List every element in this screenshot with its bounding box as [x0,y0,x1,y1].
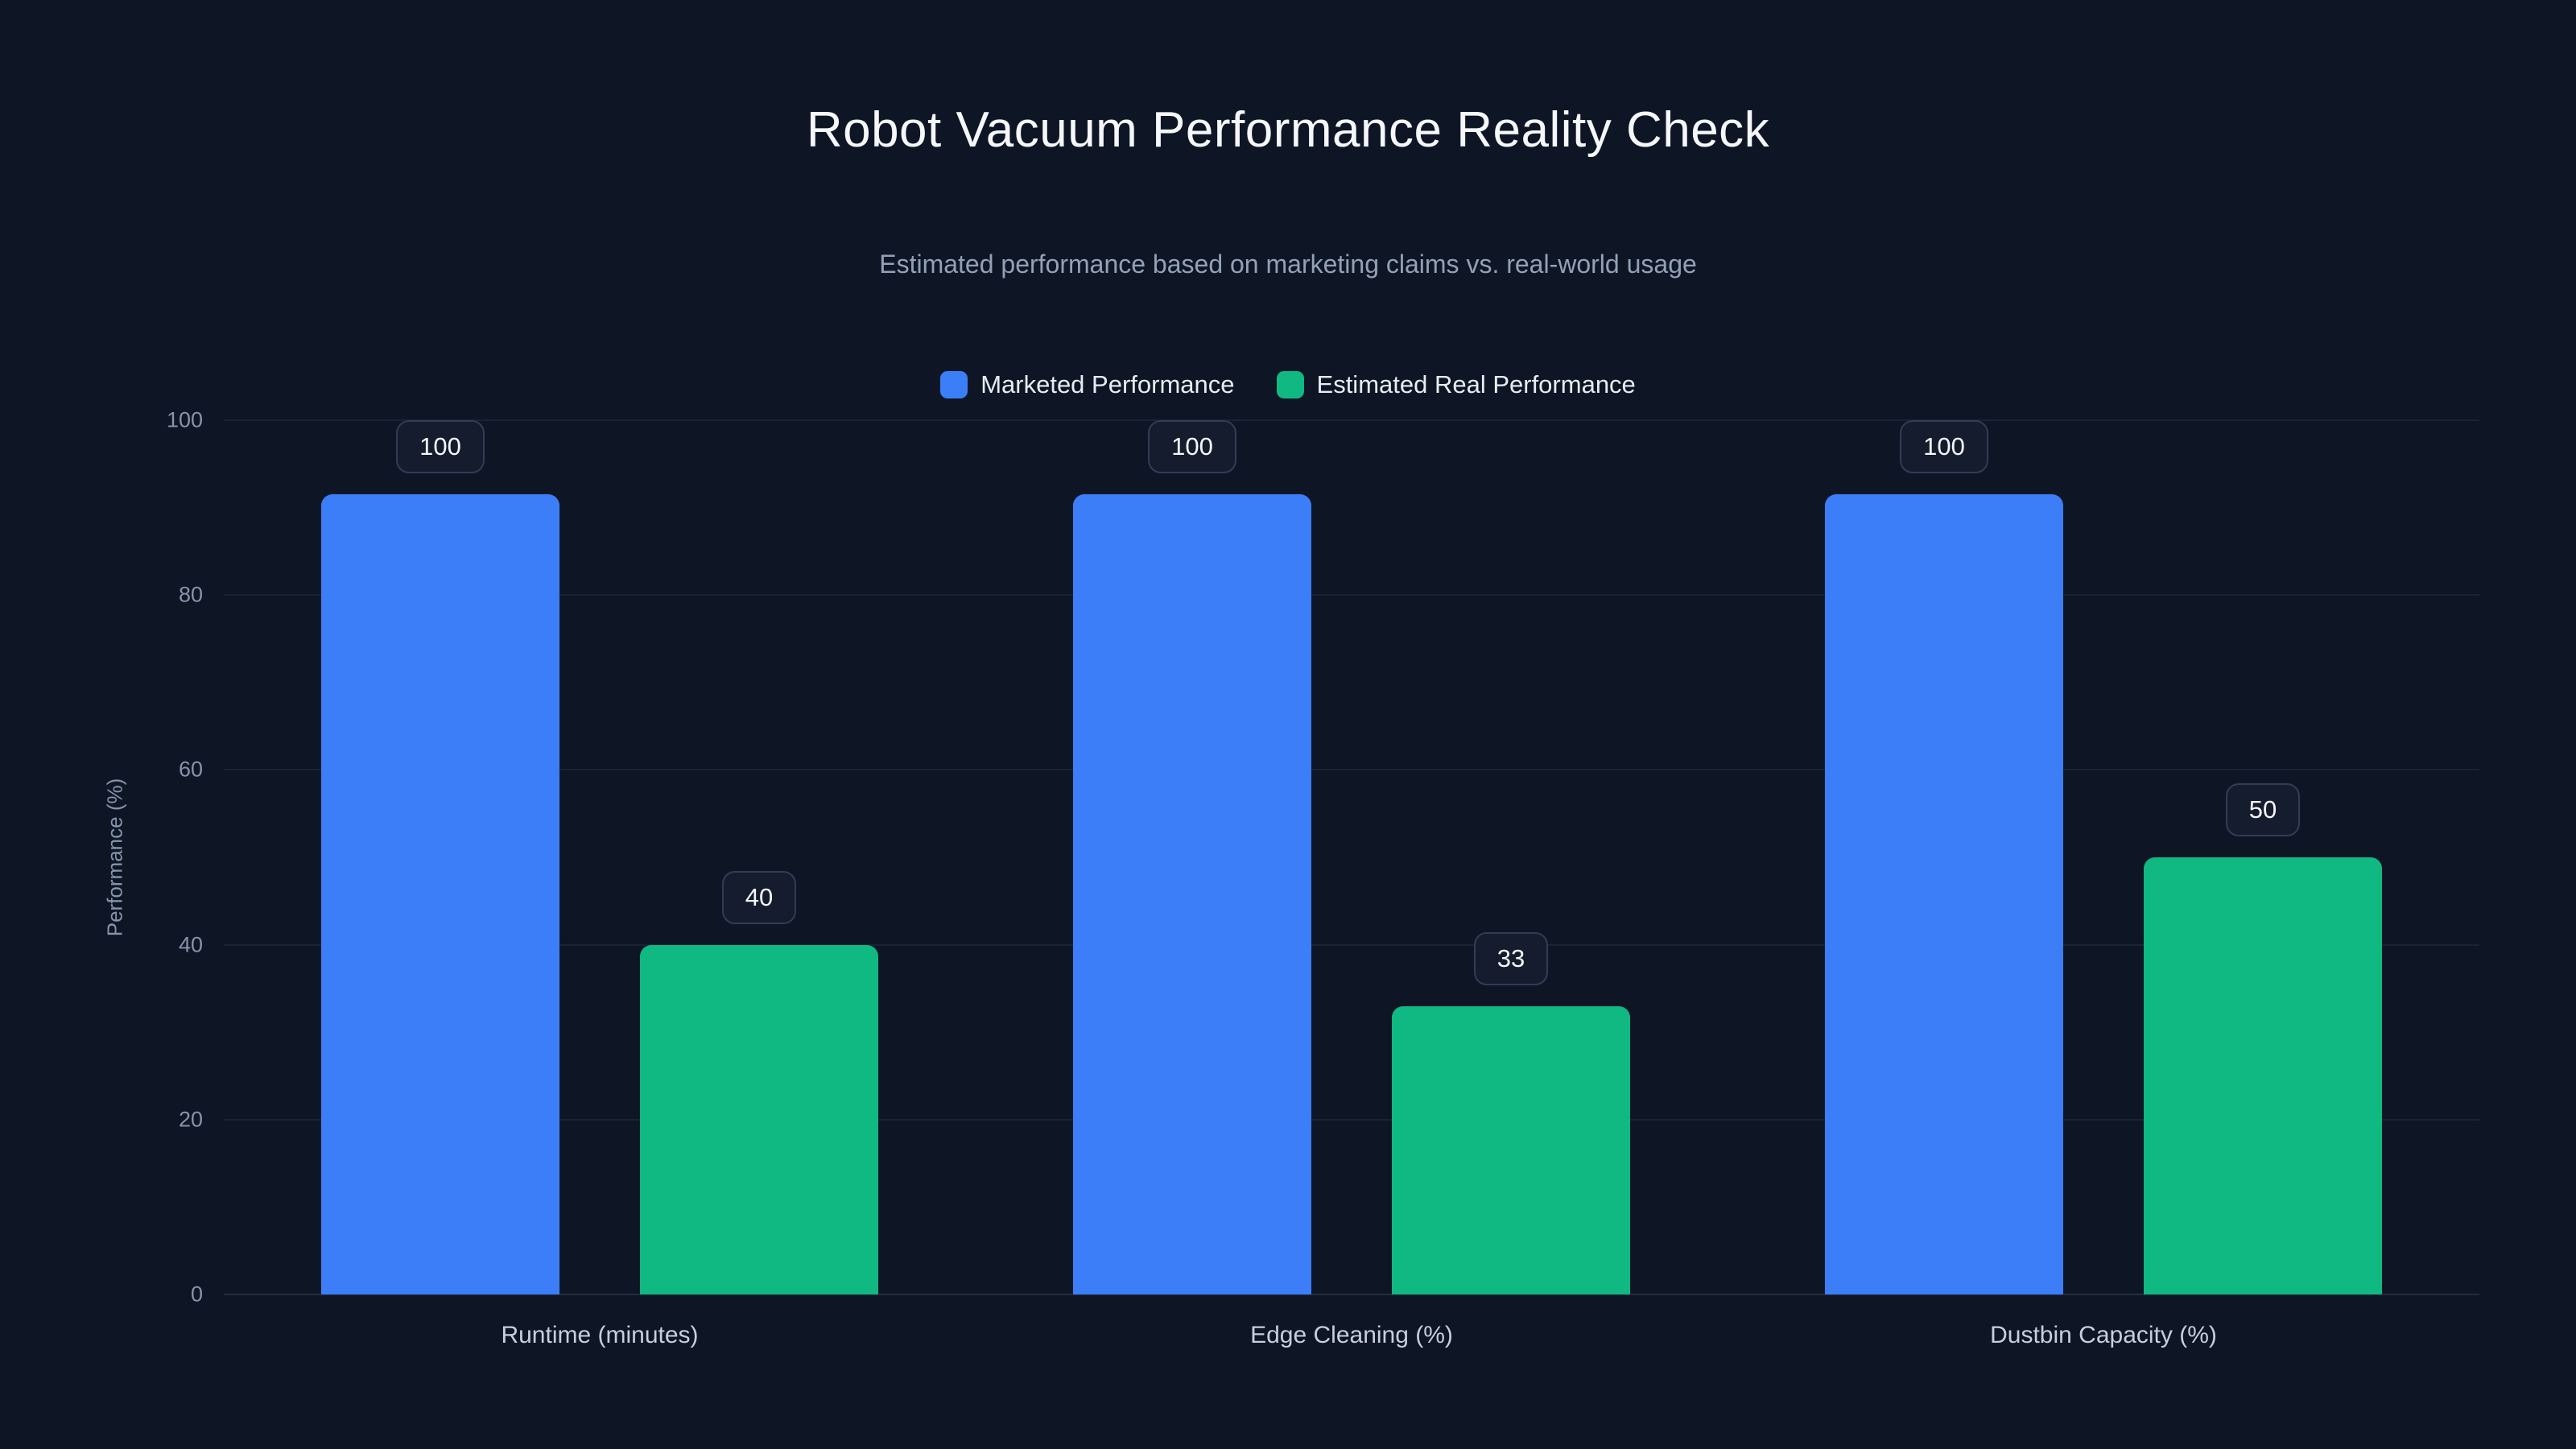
value-label: 50 [2225,783,2301,836]
legend: Marketed Performance Estimated Real Perfo… [0,370,2576,399]
y-tick-label: 20 [178,1107,203,1132]
value-label: 100 [1148,420,1236,473]
bar-column: 50 [2144,420,2382,1294]
bar-group: 100 33 [976,420,1728,1294]
bar [321,494,559,1294]
bar-column: 33 [1392,420,1630,1294]
legend-label: Estimated Real Performance [1316,370,1636,398]
legend-item[interactable]: Marketed Performance [940,370,1235,399]
bar [1073,494,1311,1294]
legend-swatch [1276,371,1304,398]
y-axis-title: Performance (%) [102,778,127,937]
bar [1825,494,2063,1294]
bar [1392,1005,1630,1294]
value-label: 100 [1900,420,1988,473]
y-tick-label: 0 [190,1282,203,1307]
plot-area: 0 20 40 60 80 100 100 40 100 33 100 50 [167,408,2479,1307]
y-tick-label: 100 [166,407,203,432]
gridline: 40 [179,932,2479,956]
legend-swatch [940,371,968,398]
gridline: 80 [179,583,2479,607]
bar-column: 100 [1073,420,1311,1294]
value-label: 33 [1473,931,1549,985]
value-label: 40 [721,870,797,924]
bar-column: 40 [640,420,878,1294]
legend-item[interactable]: Estimated Real Performance [1276,370,1636,399]
y-tick-label: 80 [178,582,203,607]
gridline: 20 [179,1107,2479,1131]
y-tick-label: 60 [178,757,203,782]
bar-column: 100 [1825,420,2063,1294]
x-category-label: Edge Cleaning (%) [1250,1322,1453,1348]
y-tick-label: 40 [178,932,203,957]
gridline: 60 [179,758,2479,782]
bar-group: 100 50 [1728,420,2479,1294]
gridline: 0 [191,1282,2479,1307]
bar [2144,857,2382,1294]
x-axis-labels: Runtime (minutes) Edge Cleaning (%) Dustbi… [224,1322,2479,1349]
x-category-label: Dustbin Capacity (%) [1990,1322,2217,1348]
chart-title: Robot Vacuum Performance Reality Check [806,102,1770,158]
chart-subtitle: Estimated performance based on marketing… [879,250,1697,279]
bar-column: 100 [321,420,559,1294]
bar [640,944,878,1294]
bar-group: 100 40 [224,420,976,1294]
value-label: 100 [396,420,485,473]
x-category-label: Runtime (minutes) [501,1322,699,1348]
grid-layer: 0 20 40 60 80 100 [167,408,2479,1307]
bars-layer: 100 40 100 33 100 50 [224,420,2479,1294]
gridline: 100 [167,408,2479,432]
legend-label: Marketed Performance [980,370,1235,398]
